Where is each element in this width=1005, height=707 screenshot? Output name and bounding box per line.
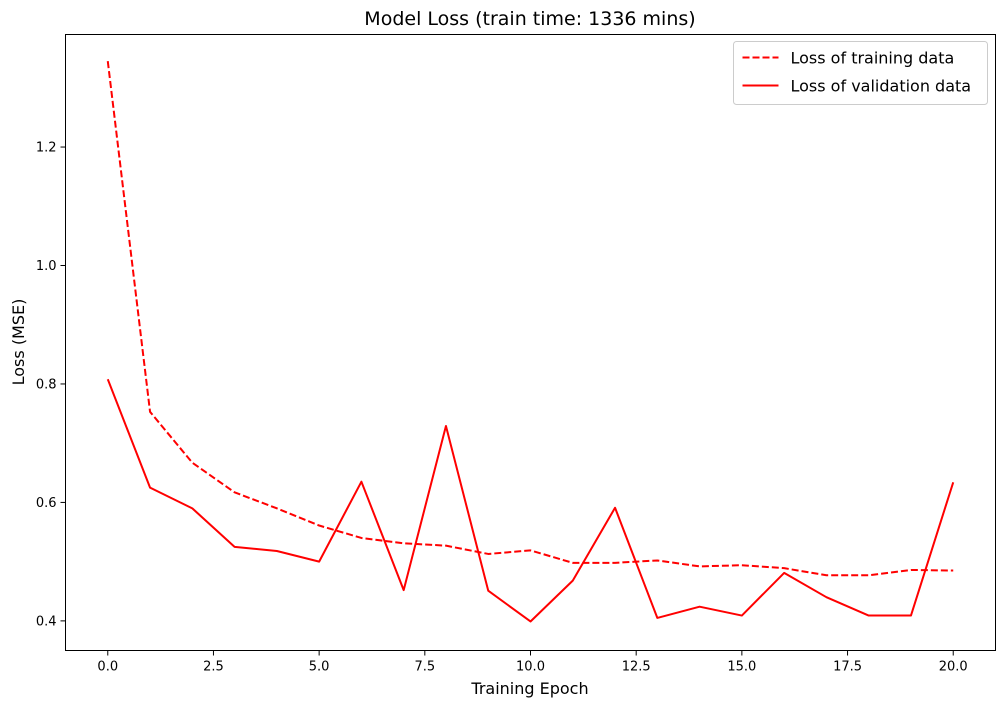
y-tick-label: 1.2 [36, 141, 57, 156]
x-tick-label: 12.5 [622, 660, 651, 675]
y-tick-label: 0.6 [36, 496, 57, 511]
x-axis-label: Training Epoch [470, 679, 588, 698]
y-tick-label: 0.8 [36, 377, 57, 392]
training-loss-line [106, 61, 954, 577]
x-tick-label: 15.0 [727, 660, 756, 675]
validation-loss-line [106, 378, 955, 623]
x-tick-label: 2.5 [203, 660, 224, 675]
x-tick-label: 10.0 [516, 660, 545, 675]
legend: Loss of training data Loss of validation … [733, 41, 988, 105]
x-tick-label: 20.0 [939, 660, 968, 675]
y-tick-label: 1.0 [36, 259, 57, 274]
legend-box [733, 41, 988, 105]
x-tick-label: 0.0 [97, 660, 118, 675]
x-tick-label: 17.5 [833, 660, 862, 675]
chart-title: Model Loss (train time: 1336 mins) [364, 8, 695, 30]
x-tick-label: 5.0 [309, 660, 330, 675]
legend-label: Loss of validation data [791, 77, 972, 96]
plot-area [106, 61, 955, 623]
legend-label: Loss of training data [791, 49, 955, 68]
y-tick-label: 0.4 [36, 614, 57, 629]
x-tick-label: 7.5 [414, 660, 435, 675]
y-axis-label: Loss (MSE) [9, 299, 28, 386]
